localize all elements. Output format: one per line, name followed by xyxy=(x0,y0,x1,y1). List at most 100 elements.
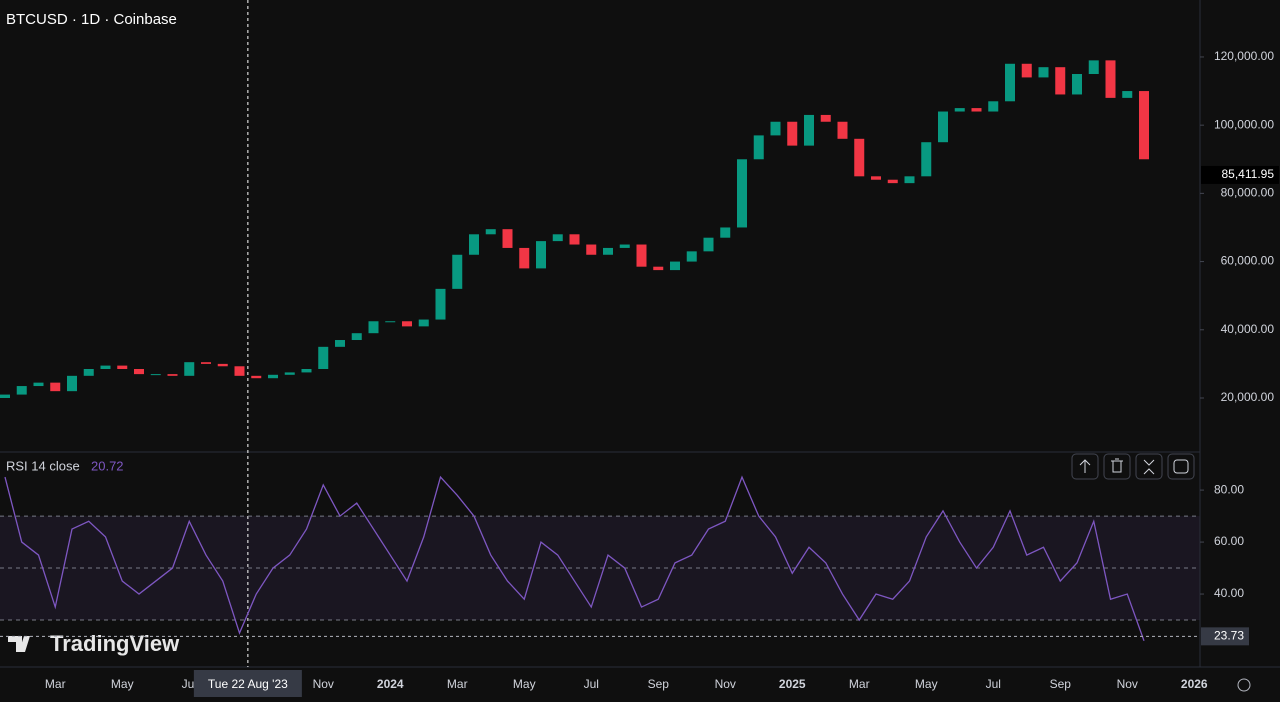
y-tick-label: 60.00 xyxy=(1214,534,1244,548)
x-tick-label: Nov xyxy=(1117,677,1138,691)
candle-body xyxy=(938,111,948,143)
candle-body xyxy=(0,394,10,398)
last-price-tag xyxy=(1201,165,1279,184)
x-tick-label: 2025 xyxy=(779,677,806,691)
pane-buttons xyxy=(1071,453,1195,480)
candle-body xyxy=(619,244,630,248)
candle-body xyxy=(670,261,680,271)
candle-body xyxy=(485,229,496,235)
crosshair-time-label: Tue 22 Aug '23 xyxy=(208,677,288,691)
x-tick-label: Nov xyxy=(715,677,736,691)
candle-body xyxy=(954,108,965,112)
candle-body xyxy=(703,237,714,252)
last-price-label: 85,411.95 xyxy=(1222,167,1275,181)
candle-body xyxy=(787,121,798,146)
candle-body xyxy=(418,319,429,327)
watermark: TradingView xyxy=(8,631,180,656)
candle-body xyxy=(335,340,345,347)
x-tick-label: Mar xyxy=(849,677,870,691)
x-tick-label: Mar xyxy=(447,677,468,691)
candle-body xyxy=(753,135,764,160)
candle-body xyxy=(351,333,362,341)
candle-body xyxy=(100,365,111,370)
y-tick-label: 20,000.00 xyxy=(1221,390,1275,404)
rsi-line xyxy=(4,475,1145,642)
candle-body xyxy=(469,234,479,255)
candle-body xyxy=(1021,63,1032,78)
candle-body xyxy=(1122,91,1133,98)
symbol-title: BTCUSD · 1D · Coinbase xyxy=(6,11,177,28)
y-tick-label: 80.00 xyxy=(1214,482,1244,496)
watermark-text: TradingView xyxy=(50,631,180,656)
candle-body xyxy=(452,254,463,289)
x-tick-label: May xyxy=(513,677,536,691)
candle-body xyxy=(134,369,144,375)
last-value-tag xyxy=(1201,627,1249,646)
candle-body xyxy=(435,288,446,320)
y-tick-label: 60,000.00 xyxy=(1221,254,1275,268)
y-tick-label: 120,000.00 xyxy=(1214,49,1274,63)
y-tick-label: 80,000.00 xyxy=(1221,186,1275,200)
candle-body xyxy=(217,363,228,367)
icon xyxy=(1079,459,1091,473)
candle-body xyxy=(33,382,44,387)
candle-body xyxy=(402,321,412,327)
candle-body xyxy=(603,247,613,255)
y-tick-label: 40.00 xyxy=(1214,586,1244,600)
x-tick-label: Mar xyxy=(45,677,66,691)
settings-button[interactable] xyxy=(1237,678,1251,692)
candle-body xyxy=(737,159,747,228)
candle-body xyxy=(318,346,329,370)
x-tick-label: Jul xyxy=(584,677,599,691)
candle-body xyxy=(201,362,211,364)
candle-body xyxy=(720,227,731,238)
candle-body xyxy=(234,366,245,376)
maximize-button[interactable] xyxy=(1167,453,1195,480)
candle-body xyxy=(150,374,161,376)
candle-body xyxy=(770,121,781,136)
last-value-label: 23.73 xyxy=(1214,629,1244,643)
candle-body xyxy=(653,266,664,271)
candle-body xyxy=(569,234,580,245)
candle-body xyxy=(854,138,865,177)
rsi-title: RSI 14 close xyxy=(6,458,80,473)
x-tick-label: Nov xyxy=(313,677,334,691)
candle-body xyxy=(301,369,312,373)
candle-body xyxy=(971,108,982,112)
candle-body xyxy=(1088,60,1099,75)
candle-body xyxy=(1105,60,1116,98)
candle-body xyxy=(1005,63,1015,102)
candle-body xyxy=(16,386,27,395)
candle-body xyxy=(988,101,999,112)
collapse-button[interactable] xyxy=(1135,453,1163,480)
candle-body xyxy=(83,369,94,376)
candle-body xyxy=(284,372,295,375)
delete-button[interactable] xyxy=(1103,453,1131,480)
candle-body xyxy=(921,142,932,177)
candle-body xyxy=(837,121,848,139)
candle-body xyxy=(385,321,396,323)
candle-body xyxy=(1055,67,1066,95)
candle-body xyxy=(268,374,278,379)
crosshair-time-tag xyxy=(193,670,302,697)
candle-body xyxy=(871,176,881,180)
candle-body xyxy=(686,251,697,262)
x-tick-label: 2026 xyxy=(1181,677,1208,691)
candle-body xyxy=(67,375,77,392)
candle-body xyxy=(117,365,128,370)
candle-body xyxy=(502,229,513,248)
x-tick-label: Jul xyxy=(986,677,1001,691)
icon xyxy=(1111,458,1123,473)
candle-body xyxy=(1139,91,1149,160)
x-tick-label: Jul xyxy=(182,677,197,691)
candle-body xyxy=(586,244,597,255)
candle-body xyxy=(536,241,546,269)
candle-body xyxy=(887,179,898,184)
candle-body xyxy=(1072,74,1082,95)
candle-body xyxy=(820,114,831,122)
candle-body xyxy=(368,321,379,334)
logo xyxy=(8,636,30,652)
x-tick-label: May xyxy=(915,677,938,691)
candle-body xyxy=(519,247,530,269)
